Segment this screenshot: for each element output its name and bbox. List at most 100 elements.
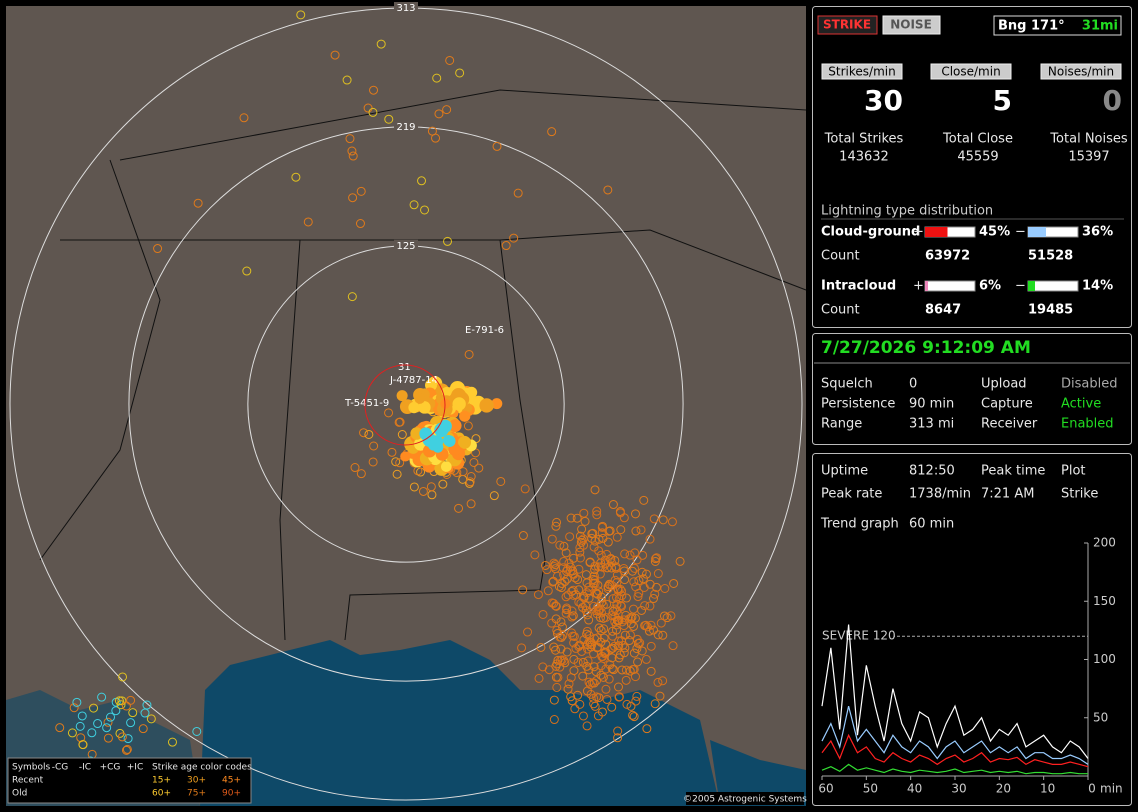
strike-symbol (597, 597, 607, 607)
dist-sign: − (1015, 225, 1026, 240)
strike-symbol (598, 672, 608, 682)
strike-symbol (466, 472, 476, 482)
strike-symbol (584, 615, 594, 625)
strike-symbol (557, 579, 567, 589)
strike-symbol (518, 531, 528, 541)
legend-age-title: Strike age color codes (152, 763, 252, 773)
strike-symbol (122, 744, 132, 754)
info-panel: STRIKE NOISE Bng 171° 31mi Strikes/min 30… (812, 6, 1132, 806)
strike-symbol (589, 693, 599, 703)
strike-symbol (590, 576, 600, 586)
strike-symbol (619, 648, 629, 658)
strike-symbol (631, 696, 641, 706)
strike-symbol (496, 476, 506, 486)
strike-symbol (593, 642, 603, 652)
strike-symbol (620, 549, 630, 559)
strike-symbol (513, 188, 523, 198)
bearing-box (993, 15, 1122, 36)
strike-symbol (601, 612, 611, 622)
strike-symbol (613, 726, 623, 736)
count-label: Count (821, 303, 860, 318)
strike-symbol (554, 581, 564, 591)
strike-symbol (549, 715, 559, 725)
strike-symbol (584, 665, 594, 675)
strike-symbol (649, 514, 659, 524)
strike-symbol (675, 556, 685, 566)
strike-symbol (626, 619, 636, 629)
state-borders (39, 89, 807, 641)
strike-symbol (628, 710, 638, 720)
strike-symbol (552, 571, 562, 581)
strike-symbol (629, 577, 639, 587)
strike-symbol (560, 577, 570, 587)
strike-symbol (651, 554, 661, 564)
strike-symbol (641, 620, 651, 630)
dist-sign: − (1015, 279, 1026, 294)
strike-symbol (111, 706, 121, 716)
dist-bar (1028, 227, 1046, 237)
strike-symbol (637, 567, 647, 577)
rate-label: Close/min (941, 65, 1000, 79)
strike-symbol (575, 531, 585, 541)
strike-symbol (578, 534, 588, 544)
strike-symbol (355, 219, 365, 229)
strike-symbol (87, 728, 97, 738)
site-label: E-791-6 (465, 325, 504, 336)
strike-symbol (666, 611, 676, 621)
strike-symbol (410, 427, 423, 440)
dist-bar (925, 227, 948, 237)
strike-symbol (653, 630, 663, 640)
strike-symbol (624, 636, 634, 646)
strike-symbol (562, 647, 572, 657)
strike-symbol (610, 555, 620, 565)
range-label: 313 (396, 3, 415, 14)
strike-symbol (455, 68, 465, 78)
x-tick-label: 20 (996, 782, 1011, 796)
total-value: 45559 (957, 150, 998, 165)
strike-symbol (551, 614, 561, 624)
strike-symbol (614, 641, 624, 651)
x-tick-label: 30 (951, 782, 966, 796)
strike-button-label[interactable]: STRIKE (823, 18, 871, 32)
strike-symbol (356, 469, 366, 479)
legend-type: -CG (52, 763, 69, 773)
strike-symbol (619, 513, 629, 523)
strike-symbol (598, 562, 608, 572)
strike-symbol (601, 684, 611, 694)
legend-box (7, 757, 252, 804)
strike-symbol (646, 641, 656, 651)
strike-symbol (103, 717, 113, 727)
strike-symbol (121, 701, 131, 711)
strike-symbol (621, 675, 631, 685)
strike-symbol (626, 701, 636, 711)
strike-symbol (625, 630, 635, 640)
strike-button[interactable] (817, 15, 878, 35)
noise-button[interactable] (882, 15, 941, 35)
strike-symbol (408, 401, 420, 414)
strike-symbol (106, 712, 116, 722)
trend-line (821, 733, 1089, 768)
close-ring (364, 364, 446, 446)
status-label: Receiver (981, 417, 1038, 432)
threshold-label: SEVERE 120 (822, 629, 896, 643)
settings: Squelch 0 Persistence 90 min Range 313 mi Uplo… (821, 377, 1117, 432)
legend-age: 15+ (152, 776, 171, 786)
strike-symbol (592, 510, 602, 520)
strike-symbol (669, 578, 679, 588)
strike-symbol (567, 696, 577, 706)
strike-symbol (469, 457, 479, 467)
dist-percent: 45% (979, 225, 1010, 240)
strike-symbol (330, 50, 340, 60)
strike-symbol (611, 625, 621, 635)
strike-symbol (566, 692, 576, 702)
strike-symbol (590, 565, 600, 575)
strike-symbol (138, 724, 148, 734)
strike-symbol (387, 447, 397, 457)
distance: 31mi (1082, 19, 1118, 34)
stat-label: Uptime (821, 464, 868, 479)
setting-value: 313 mi (909, 417, 954, 432)
noise-button-label[interactable]: NOISE (890, 18, 932, 32)
strike-symbol (114, 696, 124, 706)
y-tick-label: 100 (1093, 652, 1116, 666)
